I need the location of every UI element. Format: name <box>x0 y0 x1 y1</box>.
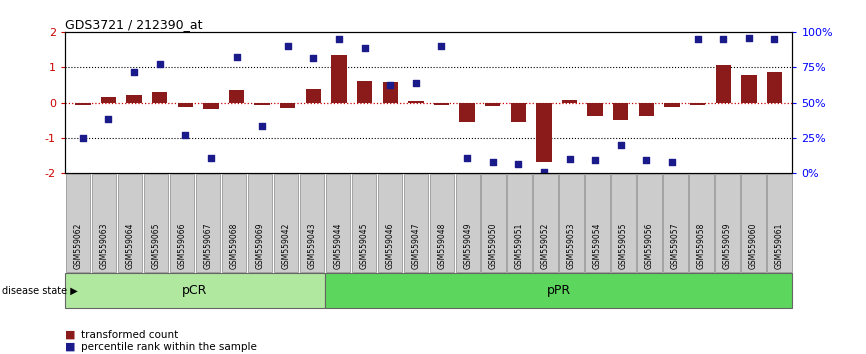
Text: GSM559064: GSM559064 <box>126 223 134 269</box>
Point <box>229 54 243 59</box>
Text: GSM559057: GSM559057 <box>671 223 680 269</box>
Text: GSM559052: GSM559052 <box>541 223 550 269</box>
Point <box>204 155 218 160</box>
Bar <box>306 89 321 103</box>
Point <box>614 142 628 148</box>
Text: GSM559049: GSM559049 <box>463 223 472 269</box>
Text: GSM559061: GSM559061 <box>775 223 784 269</box>
Point <box>537 169 551 175</box>
Text: pCR: pCR <box>182 284 208 297</box>
Text: GSM559045: GSM559045 <box>359 223 368 269</box>
Bar <box>459 103 475 122</box>
Point <box>512 161 526 166</box>
Text: pPR: pPR <box>546 284 571 297</box>
Point <box>255 123 269 129</box>
Text: disease state ▶: disease state ▶ <box>2 285 77 295</box>
Text: GSM559047: GSM559047 <box>411 223 420 269</box>
Text: GSM559044: GSM559044 <box>333 223 342 269</box>
Bar <box>178 103 193 107</box>
Point <box>435 43 449 49</box>
Point <box>588 157 602 163</box>
Text: GSM559065: GSM559065 <box>152 223 160 269</box>
Text: GSM559050: GSM559050 <box>489 223 498 269</box>
Text: GSM559067: GSM559067 <box>204 223 212 269</box>
Bar <box>613 103 629 120</box>
Bar <box>639 103 654 116</box>
Bar <box>664 103 680 107</box>
Bar <box>332 55 346 103</box>
Bar <box>562 100 578 103</box>
Text: GSM559066: GSM559066 <box>178 223 186 269</box>
Bar <box>715 65 731 103</box>
Point <box>76 135 90 141</box>
Text: GSM559054: GSM559054 <box>593 223 602 269</box>
Point <box>384 82 397 88</box>
Point <box>639 157 653 163</box>
Point <box>563 156 577 161</box>
Point <box>152 61 166 67</box>
Bar <box>229 90 244 103</box>
Text: GSM559058: GSM559058 <box>697 223 706 269</box>
Text: GSM559055: GSM559055 <box>619 223 628 269</box>
Bar <box>536 103 552 162</box>
Bar <box>280 103 295 108</box>
Bar <box>255 103 270 105</box>
Point <box>691 36 705 42</box>
Text: GSM559068: GSM559068 <box>229 223 238 269</box>
Point <box>460 155 474 160</box>
Point <box>767 36 781 42</box>
Bar <box>741 75 757 103</box>
Text: GSM559042: GSM559042 <box>281 223 290 269</box>
Bar <box>126 95 142 103</box>
Text: GDS3721 / 212390_at: GDS3721 / 212390_at <box>65 18 203 31</box>
Bar <box>587 103 603 116</box>
Bar <box>690 103 705 105</box>
Text: GSM559046: GSM559046 <box>385 223 394 269</box>
Bar <box>152 92 167 103</box>
Text: GSM559053: GSM559053 <box>567 223 576 269</box>
Bar <box>511 103 526 122</box>
Text: GSM559059: GSM559059 <box>723 223 732 269</box>
Bar <box>75 103 91 105</box>
Bar <box>357 81 372 103</box>
Point <box>307 56 320 61</box>
Bar <box>383 82 398 103</box>
Bar <box>408 101 423 103</box>
Text: GSM559043: GSM559043 <box>307 223 316 269</box>
Text: GSM559048: GSM559048 <box>437 223 446 269</box>
Text: GSM559069: GSM559069 <box>255 223 264 269</box>
Point <box>486 159 500 165</box>
Text: GSM559063: GSM559063 <box>100 223 108 269</box>
Text: percentile rank within the sample: percentile rank within the sample <box>81 342 256 352</box>
Point <box>281 43 294 49</box>
Point <box>409 80 423 86</box>
Point <box>358 45 372 51</box>
Text: GSM559062: GSM559062 <box>74 223 82 269</box>
Bar <box>434 103 449 105</box>
Point <box>127 69 141 74</box>
Point <box>101 116 115 121</box>
Text: GSM559060: GSM559060 <box>749 223 758 269</box>
Bar <box>204 103 218 109</box>
Text: ■: ■ <box>65 342 75 352</box>
Text: GSM559056: GSM559056 <box>645 223 654 269</box>
Text: GSM559051: GSM559051 <box>515 223 524 269</box>
Point <box>178 132 192 137</box>
Point <box>742 35 756 41</box>
Bar <box>485 103 501 106</box>
Bar <box>766 72 782 103</box>
Point <box>716 36 730 42</box>
Text: ■: ■ <box>65 330 75 339</box>
Point <box>665 159 679 165</box>
Bar <box>100 97 116 103</box>
Text: transformed count: transformed count <box>81 330 178 339</box>
Point <box>332 36 346 42</box>
